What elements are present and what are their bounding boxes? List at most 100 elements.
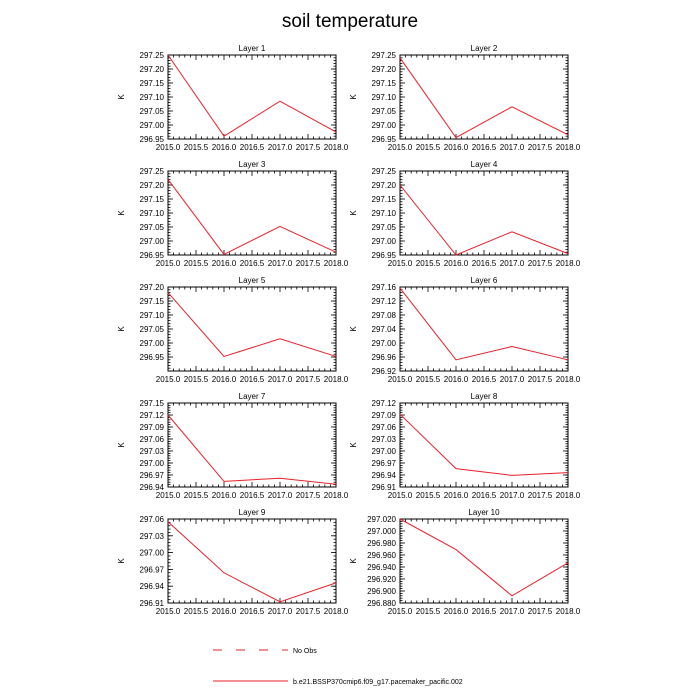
series-line [399, 57, 569, 139]
y-tick-label: 297.08 [372, 311, 397, 320]
x-tick-label: 2016.5 [472, 491, 497, 500]
x-tick-label: 2015.0 [388, 375, 413, 384]
y-tick-label: 297.00 [372, 339, 397, 348]
x-tick-label: 2015.5 [416, 375, 441, 384]
y-tick-label: 296.94 [140, 582, 165, 591]
y-tick-label: 296.94 [140, 483, 165, 492]
y-axis-label: K [117, 558, 126, 564]
y-tick-label: 297.00 [140, 237, 165, 246]
panel-frame [167, 518, 337, 604]
panel-title: Layer 4 [471, 160, 498, 169]
y-tick-label: 297.20 [140, 283, 165, 292]
x-tick-label: 2017.5 [528, 607, 553, 616]
y-tick-label: 297.03 [372, 435, 397, 444]
x-tick-label: 2015.0 [156, 143, 181, 152]
y-tick-label: 297.00 [140, 549, 165, 558]
y-tick-label: 297.020 [367, 515, 396, 524]
y-tick-label: 296.900 [367, 587, 396, 596]
y-tick-label: 296.92 [372, 367, 397, 376]
x-tick-label: 2018.0 [324, 607, 349, 616]
panel-frame [399, 402, 569, 488]
x-tick-label: 2015.5 [184, 143, 209, 152]
x-tick-label: 2015.0 [156, 607, 181, 616]
y-axis-label: K [349, 558, 358, 564]
y-tick-label: 297.25 [140, 167, 165, 176]
x-tick-label: 2016.5 [240, 375, 265, 384]
y-tick-label: 297.15 [372, 195, 397, 204]
x-tick-label: 2017.0 [500, 607, 525, 616]
x-tick-label: 2017.0 [500, 375, 525, 384]
x-tick-label: 2017.5 [528, 375, 553, 384]
y-axis-label: K [117, 326, 126, 332]
x-tick-label: 2015.5 [184, 491, 209, 500]
x-tick-label: 2016.0 [212, 259, 237, 268]
y-tick-label: 297.00 [372, 237, 397, 246]
x-tick-label: 2018.0 [556, 375, 581, 384]
x-tick-label: 2015.5 [184, 259, 209, 268]
y-axis-label: K [349, 442, 358, 448]
x-tick-label: 2016.5 [472, 375, 497, 384]
y-tick-label: 297.15 [140, 297, 165, 306]
panel-frame [399, 286, 569, 372]
x-tick-label: 2018.0 [324, 259, 349, 268]
y-tick-label: 297.05 [140, 107, 165, 116]
x-tick-label: 2015.5 [416, 143, 441, 152]
x-tick-label: 2015.5 [416, 607, 441, 616]
y-tick-label: 297.05 [372, 107, 397, 116]
y-tick-label: 297.20 [140, 181, 165, 190]
y-axis-label: K [349, 210, 358, 216]
panel-title: Layer 9 [239, 508, 266, 517]
y-tick-label: 297.00 [140, 339, 165, 348]
x-tick-label: 2017.0 [500, 143, 525, 152]
y-tick-label: 297.05 [140, 325, 165, 334]
x-tick-label: 2016.5 [240, 143, 265, 152]
x-tick-label: 2016.0 [212, 607, 237, 616]
x-tick-label: 2016.0 [212, 375, 237, 384]
series-line [399, 184, 569, 256]
y-tick-label: 296.920 [367, 575, 396, 584]
y-tick-label: 297.25 [140, 51, 165, 60]
series-line [399, 287, 569, 361]
y-tick-label: 296.980 [367, 539, 396, 548]
x-tick-label: 2016.5 [472, 143, 497, 152]
series-line [399, 518, 569, 597]
x-tick-label: 2015.0 [388, 259, 413, 268]
x-tick-label: 2017.0 [268, 143, 293, 152]
y-tick-label: 297.20 [372, 65, 397, 74]
x-tick-label: 2018.0 [324, 143, 349, 152]
y-tick-label: 297.05 [140, 223, 165, 232]
x-tick-label: 2015.5 [416, 491, 441, 500]
y-tick-label: 296.97 [140, 565, 165, 574]
x-tick-label: 2016.5 [240, 259, 265, 268]
y-tick-label: 297.10 [140, 209, 165, 218]
x-tick-label: 2016.5 [240, 607, 265, 616]
panel-title: Layer 10 [468, 508, 500, 517]
x-tick-label: 2016.0 [444, 607, 469, 616]
x-tick-label: 2018.0 [324, 491, 349, 500]
x-tick-label: 2017.0 [268, 259, 293, 268]
y-tick-label: 296.95 [140, 135, 165, 144]
y-tick-label: 297.10 [140, 311, 165, 320]
y-tick-label: 296.96 [372, 353, 397, 362]
series-line [167, 414, 337, 485]
x-tick-label: 2017.5 [296, 491, 321, 500]
x-tick-label: 2017.5 [296, 259, 321, 268]
x-tick-label: 2016.5 [472, 607, 497, 616]
x-tick-label: 2016.0 [444, 143, 469, 152]
y-tick-label: 297.12 [140, 411, 165, 420]
y-tick-label: 297.03 [140, 532, 165, 541]
x-tick-label: 2016.0 [212, 491, 237, 500]
y-tick-label: 297.15 [372, 79, 397, 88]
x-tick-label: 2015.5 [184, 375, 209, 384]
y-tick-label: 297.20 [372, 181, 397, 190]
y-tick-label: 297.10 [140, 93, 165, 102]
x-tick-label: 2017.0 [268, 491, 293, 500]
y-tick-label: 296.94 [372, 471, 397, 480]
y-tick-label: 297.04 [372, 325, 397, 334]
